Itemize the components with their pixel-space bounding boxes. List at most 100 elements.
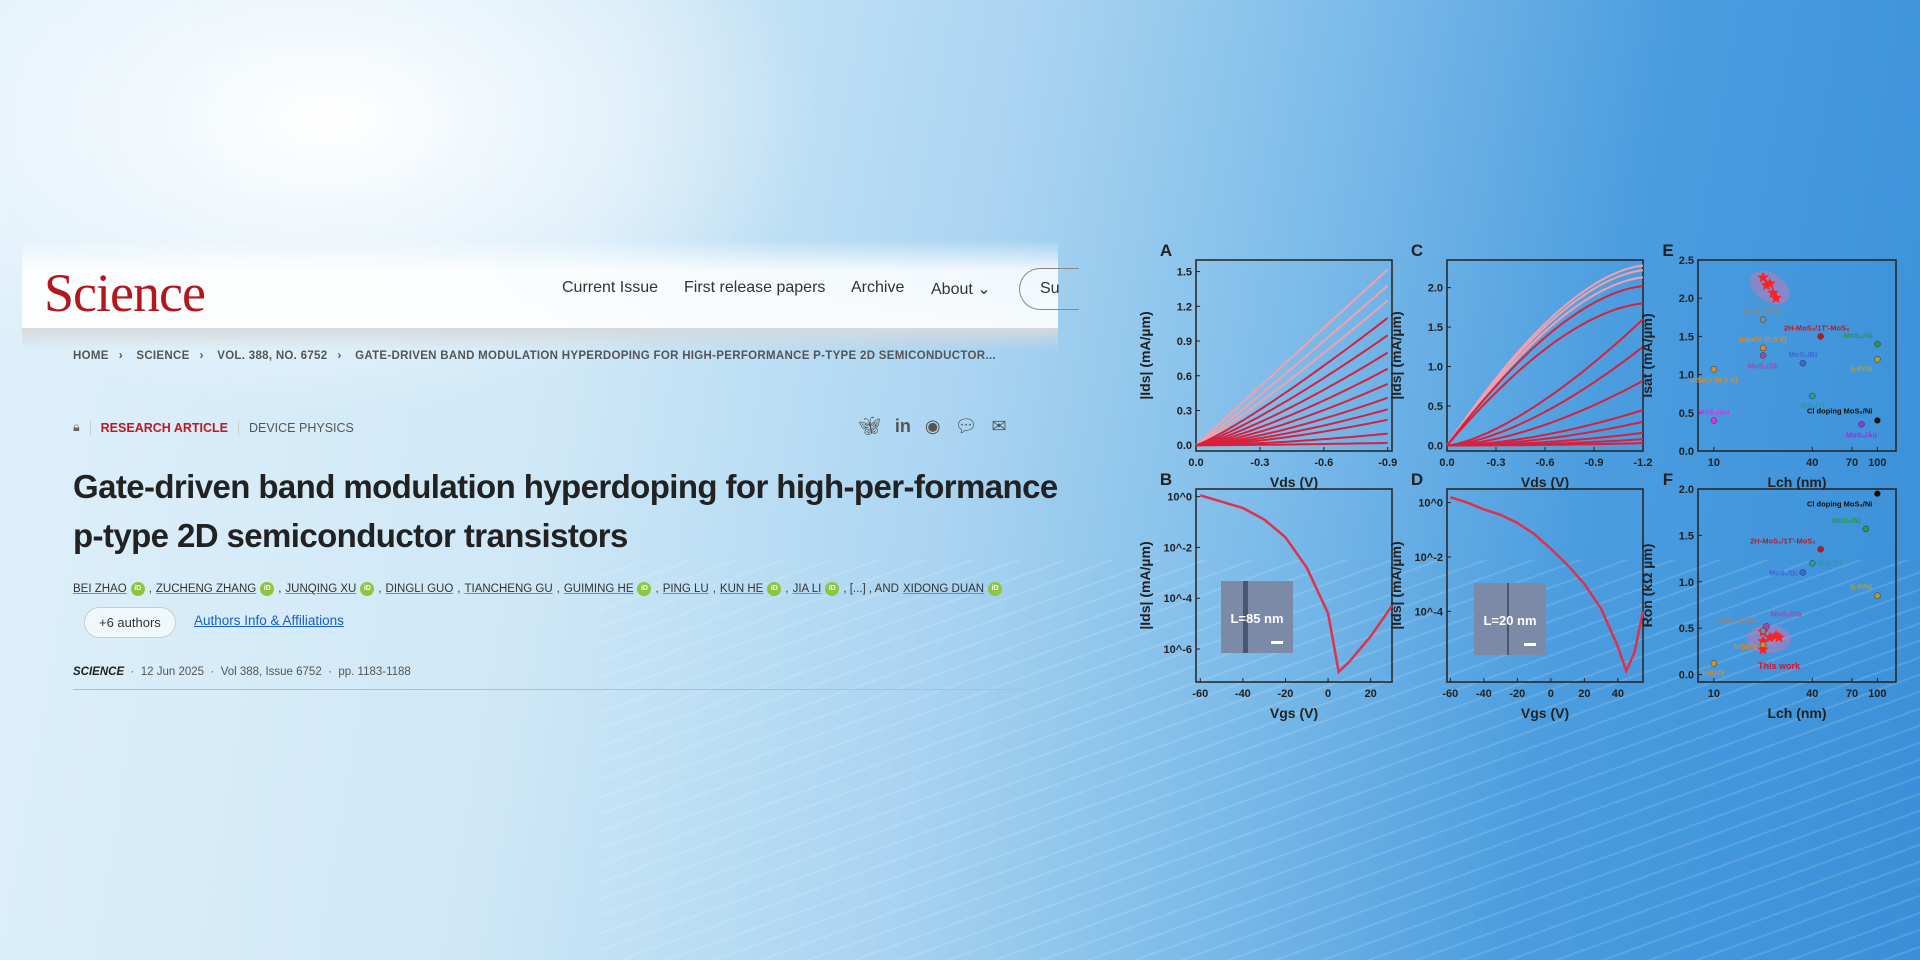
science-logo[interactable]: Science	[44, 263, 206, 323]
author-link[interactable]: GUIMING HE	[563, 583, 634, 595]
channel-gap	[1507, 583, 1509, 655]
x-tick-label: 20	[1578, 688, 1590, 700]
divider	[237, 420, 239, 435]
data-point-label: Cl doping MoS₂/Ni	[1807, 500, 1872, 509]
x-tick-label: 0	[1325, 688, 1331, 700]
author-link[interactable]: JUNQING XU	[285, 583, 357, 595]
reddit-icon[interactable]: ◉	[924, 416, 941, 436]
pages: pp. 1183-1188	[338, 666, 411, 678]
this-work-star	[1764, 631, 1776, 643]
y-tick-label: 10^-6	[1164, 644, 1192, 656]
data-point	[1799, 569, 1807, 576]
data-point	[1858, 421, 1865, 428]
x-tick-label: 40	[1806, 457, 1818, 469]
nav-about[interactable]: About ⌄	[931, 279, 991, 299]
linkedin-icon[interactable]: in	[894, 416, 911, 436]
x-tick-label: -20	[1278, 688, 1294, 700]
x-tick-label: 40	[1612, 688, 1624, 700]
x-tick-label: -20	[1509, 688, 1525, 700]
orcid-icon[interactable]: iD	[825, 582, 840, 596]
more-authors-button[interactable]: +6 authors	[84, 607, 176, 638]
scale-bar	[1271, 641, 1283, 644]
bluesky-icon[interactable]: 🦋︎	[858, 416, 881, 436]
author-ellipsis[interactable]: , [...] , AND	[843, 583, 899, 595]
nav-archive[interactable]: Archive	[851, 279, 905, 296]
y-tick-label: 0.3	[1177, 405, 1192, 417]
author-list: BEI ZHAO iD, ZUCHENG ZHANG iD, JUNQING XU iD,…	[73, 582, 1003, 596]
nav-first-release[interactable]: First release papers	[684, 279, 826, 296]
orcid-icon[interactable]: iD	[637, 582, 652, 596]
breadcrumb-science[interactable]: SCIENCE	[136, 350, 190, 362]
breadcrumb-issue[interactable]: VOL. 388, NO. 6752	[217, 350, 328, 362]
y-tick-label: 0.0	[1679, 446, 1694, 458]
y-axis-label: Isat (mA/µm)	[1639, 313, 1655, 397]
author-link[interactable]: DINGLI GUO	[385, 583, 454, 595]
breadcrumb-home[interactable]: HOME	[73, 350, 109, 362]
data-point-label: InSe/Y	[1702, 668, 1725, 677]
output-curve	[1447, 442, 1644, 447]
orcid-icon[interactable]: iD	[130, 582, 145, 596]
x-axis-label: Vgs (V)	[1521, 705, 1569, 721]
y-tick-label: 1.0	[1428, 362, 1443, 374]
article-category[interactable]: DEVICE PHYSICS	[248, 420, 354, 435]
wechat-icon[interactable]: 💬︎	[954, 416, 978, 436]
author-link[interactable]: PING LU	[662, 583, 709, 595]
orcid-icon[interactable]: iD	[360, 582, 375, 596]
author-link[interactable]: KUN HE	[719, 583, 764, 595]
channel-gap	[1243, 581, 1248, 653]
site-header	[22, 240, 1058, 328]
subscribe-button[interactable]: Su	[1019, 268, 1079, 310]
data-point	[1759, 641, 1767, 649]
orcid-icon[interactable]: iD	[988, 582, 1003, 596]
y-tick-label: 2.0	[1679, 293, 1694, 305]
nav-current-issue[interactable]: Current Issue	[562, 279, 659, 296]
affiliations-link[interactable]: Authors Info & Affiliations	[194, 613, 344, 628]
this-work-star	[1770, 292, 1782, 304]
chevron-right-icon: ›	[199, 350, 204, 362]
data-point-label: InSe/Y (0.8 V)	[1739, 335, 1787, 344]
data-point	[1874, 356, 1881, 363]
data-point	[1817, 546, 1824, 553]
data-point-label: MoS₂/Sb	[1771, 609, 1802, 618]
data-point	[1809, 559, 1816, 567]
author-link[interactable]: TIANCHENG GU	[464, 583, 553, 595]
email-icon[interactable]: ✉	[991, 416, 1007, 436]
data-point	[1759, 352, 1767, 359]
orcid-icon[interactable]: iD	[260, 582, 275, 596]
data-point	[1817, 333, 1824, 340]
plot-frame-A	[1195, 259, 1393, 452]
output-curve	[1446, 346, 1644, 447]
author-link[interactable]: ZUCHENG ZHANG	[155, 583, 257, 595]
panel-label-F: F	[1663, 470, 1673, 489]
y-tick-label: 10^-4	[1164, 593, 1193, 605]
y-tick-label: 0.5	[1679, 408, 1694, 420]
orcid-icon[interactable]: iD	[767, 582, 782, 596]
author-link[interactable]: JIA LI	[792, 583, 822, 595]
x-tick-label: 20	[1365, 688, 1377, 700]
data-point-label: WS₂/Ti	[1800, 401, 1824, 410]
panel-label-E: E	[1662, 241, 1673, 260]
output-curve	[1446, 318, 1644, 447]
this-work-highlight	[1749, 270, 1790, 305]
data-point	[1874, 592, 1881, 599]
panel-label-C: C	[1411, 241, 1423, 260]
output-curve	[1446, 276, 1644, 447]
y-tick-label: 1.5	[1177, 267, 1192, 279]
transfer-curve	[1199, 494, 1394, 675]
article-type[interactable]: RESEARCH ARTICLE	[100, 420, 228, 435]
output-curve	[1446, 269, 1644, 447]
data-point-label: InSe/Y	[1734, 642, 1757, 651]
journal-name: SCIENCE	[73, 666, 125, 678]
y-tick-label: 2.5	[1679, 255, 1694, 267]
divider	[73, 689, 1023, 690]
author-link[interactable]: BEI ZHAO	[73, 583, 127, 595]
share-bar: 🦋︎ in ◉ 💬︎ ✉	[858, 416, 1007, 437]
author-link[interactable]: XIDONG DUAN	[902, 583, 985, 595]
output-curve	[1195, 268, 1389, 446]
x-tick-label: -60	[1442, 688, 1458, 700]
x-axis-label: Vgs (V)	[1270, 705, 1318, 721]
x-tick-label: -0.6	[1536, 457, 1555, 469]
y-tick-label: 0.5	[1679, 623, 1694, 635]
output-curve	[1195, 351, 1389, 447]
